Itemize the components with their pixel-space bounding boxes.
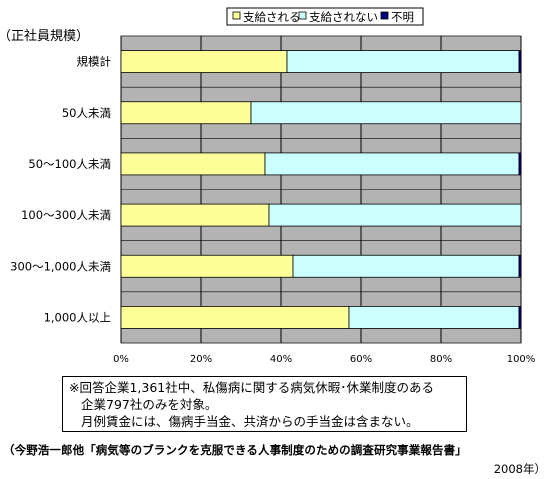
x-tick-label: 40% [270,354,292,365]
category-label: 50人未満 [62,106,111,120]
note-line-3: 月例賃金には、傷病手当金、共済からの手当金は含まない。 [81,414,419,429]
legend-swatch-not-supplied [298,11,307,20]
x-tick-label: 100% [507,354,536,365]
category-label: 1,000人以上 [44,310,111,324]
category-label: 300～1,000人未満 [10,259,111,273]
legend-frame [226,7,424,26]
legend-swatch-unknown [380,11,389,20]
bar-segment-s1-c2 [264,152,520,176]
category-labels: 規模計 50人未満 50～100人未満 100～300人未満 300～1,000人未満 1… [10,55,111,325]
bar-segment-s2-c5 [518,306,522,329]
bar-segment-s0-c0 [120,50,288,73]
bar-segment-s0-c3 [120,203,270,227]
bar-segment-s1-c4 [292,254,520,278]
bar-segment-s0-c5 [120,306,350,329]
bar-segment-s2-c2 [518,152,522,176]
category-label: 100～300人未満 [21,208,111,222]
x-tick-label: 0% [113,354,129,365]
x-tick-label: 20% [190,354,212,365]
legend-swatch-supplied [232,11,241,20]
y-axis-title: （正社員規模） [0,28,89,44]
bar-segment-s0-c1 [120,101,252,125]
bar-segment-s1-c5 [348,306,520,329]
note-line-1: ※回答企業1,361社中、私傷病に関する病気休暇･休業制度のある [69,380,435,395]
category-label: 50～100人未満 [28,157,111,171]
gridlines [120,35,522,344]
note-line-2: 企業797社のみを対象。 [81,397,218,412]
legend-label-not-supplied: 支給されない [309,10,378,24]
category-label: 規模計 [77,55,112,69]
bar-segment-s0-c4 [120,254,294,278]
bars [120,50,522,329]
x-tick-label: 80% [430,354,452,365]
source-citation: （今野浩一郎他「病気等のブランクを克服できる人事制度のための調査研究事業報告書」 [3,443,467,457]
bar-segment-s1-c3 [268,203,522,227]
bar-segment-s1-c1 [250,101,522,125]
legend: 支給される 支給されない 不明 [226,7,424,26]
bar-segment-s0-c2 [120,152,266,176]
source-year: 2008年） [493,462,546,476]
bar-segment-s2-c4 [518,254,522,278]
note-box: ※回答企業1,361社中、私傷病に関する病気休暇･休業制度のある 企業797社の… [62,376,467,432]
x-tick-label: 60% [350,354,372,365]
bar-segment-s1-c0 [286,50,520,73]
legend-label-supplied: 支給される [243,10,301,24]
legend-label-unknown: 不明 [391,10,414,24]
x-tick-labels: 0% 20% 40% 60% 80% 100% [113,354,535,365]
bar-segment-s2-c0 [518,50,522,73]
